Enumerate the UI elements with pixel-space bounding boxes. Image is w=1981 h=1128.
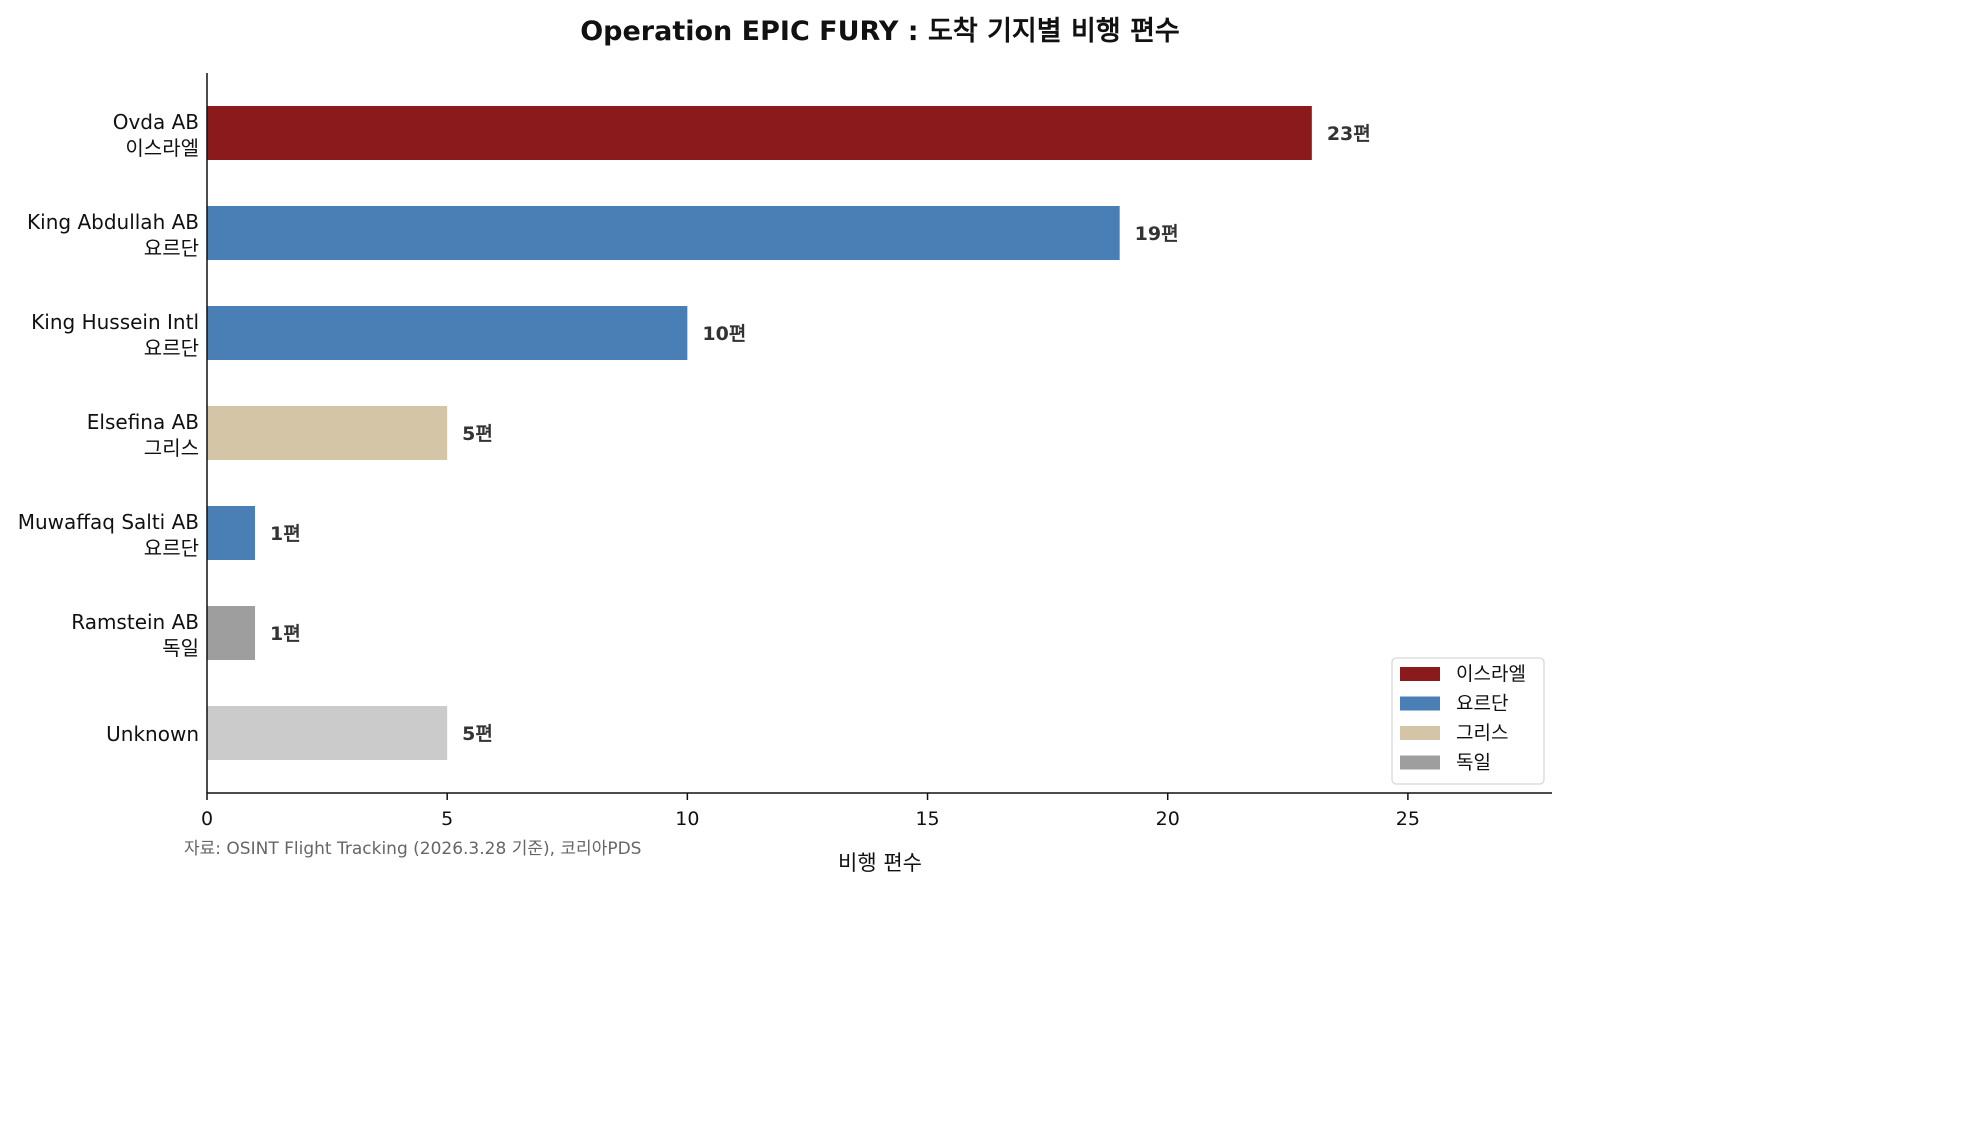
bar bbox=[207, 206, 1120, 260]
x-tick-label: 15 bbox=[915, 808, 939, 830]
bar-chart: Operation EPIC FURY : 도착 기지별 비행 편수 23편 19… bbox=[18, 16, 1552, 875]
bar bbox=[207, 506, 256, 560]
y-tick-sublabel: 독일 bbox=[162, 636, 199, 660]
bar bbox=[207, 106, 1312, 160]
bar bbox=[207, 706, 448, 760]
x-tick-label: 20 bbox=[1156, 808, 1180, 830]
legend-label: 요르단 bbox=[1456, 693, 1508, 715]
y-tick-label: King Abdullah AB bbox=[27, 210, 199, 234]
bar bbox=[207, 306, 688, 360]
x-axis-ticks: 0 5 10 15 20 25 bbox=[201, 793, 1420, 830]
legend-label: 독일 bbox=[1456, 752, 1491, 774]
data-label: 10편 bbox=[702, 323, 746, 345]
y-tick-sublabel: 요르단 bbox=[144, 336, 199, 360]
data-labels-layer: 23편 19편 10편 5편 1편 1편 5편 bbox=[270, 123, 1371, 745]
y-tick-label: Ramstein AB bbox=[71, 610, 199, 634]
bar bbox=[207, 606, 256, 660]
x-tick-label: 10 bbox=[675, 808, 699, 830]
legend-swatch bbox=[1400, 726, 1440, 740]
y-tick-sublabel: 요르단 bbox=[144, 236, 199, 260]
bar bbox=[207, 406, 448, 460]
x-tick-label: 5 bbox=[441, 808, 453, 830]
chart-title: Operation EPIC FURY : 도착 기지별 비행 편수 bbox=[580, 16, 1180, 47]
data-label: 19편 bbox=[1135, 223, 1179, 245]
legend-label: 그리스 bbox=[1456, 722, 1508, 744]
y-tick-sublabel: 그리스 bbox=[144, 436, 199, 460]
y-tick-label: Elsefina AB bbox=[87, 410, 199, 434]
legend-frame bbox=[1391, 657, 1545, 785]
y-tick-sublabel: 요르단 bbox=[144, 536, 199, 560]
x-tick-label: 25 bbox=[1396, 808, 1420, 830]
bars-layer bbox=[207, 106, 1312, 760]
y-tick-label: Unknown bbox=[106, 722, 199, 746]
legend-label: 이스라엘 bbox=[1456, 663, 1526, 685]
y-tick-label: King Hussein Intl bbox=[31, 310, 199, 334]
data-label: 23편 bbox=[1327, 123, 1371, 145]
x-tick-label: 0 bbox=[201, 808, 213, 830]
data-label: 5편 bbox=[462, 423, 493, 445]
y-tick-sublabel: 이스라엘 bbox=[125, 136, 199, 160]
source-note: 자료: OSINT Flight Tracking (2026.3.28 기준)… bbox=[184, 839, 641, 859]
y-tick-label: Muwaffaq Salti AB bbox=[18, 510, 199, 534]
x-axis-title: 비행 편수 bbox=[838, 851, 922, 875]
legend-swatch bbox=[1400, 755, 1440, 770]
data-label: 1편 bbox=[270, 623, 301, 645]
data-label: 5편 bbox=[462, 723, 493, 745]
legend-swatch bbox=[1400, 696, 1440, 711]
y-tick-label: Ovda AB bbox=[113, 110, 199, 134]
legend-swatch bbox=[1400, 667, 1440, 681]
data-label: 1편 bbox=[270, 523, 301, 545]
